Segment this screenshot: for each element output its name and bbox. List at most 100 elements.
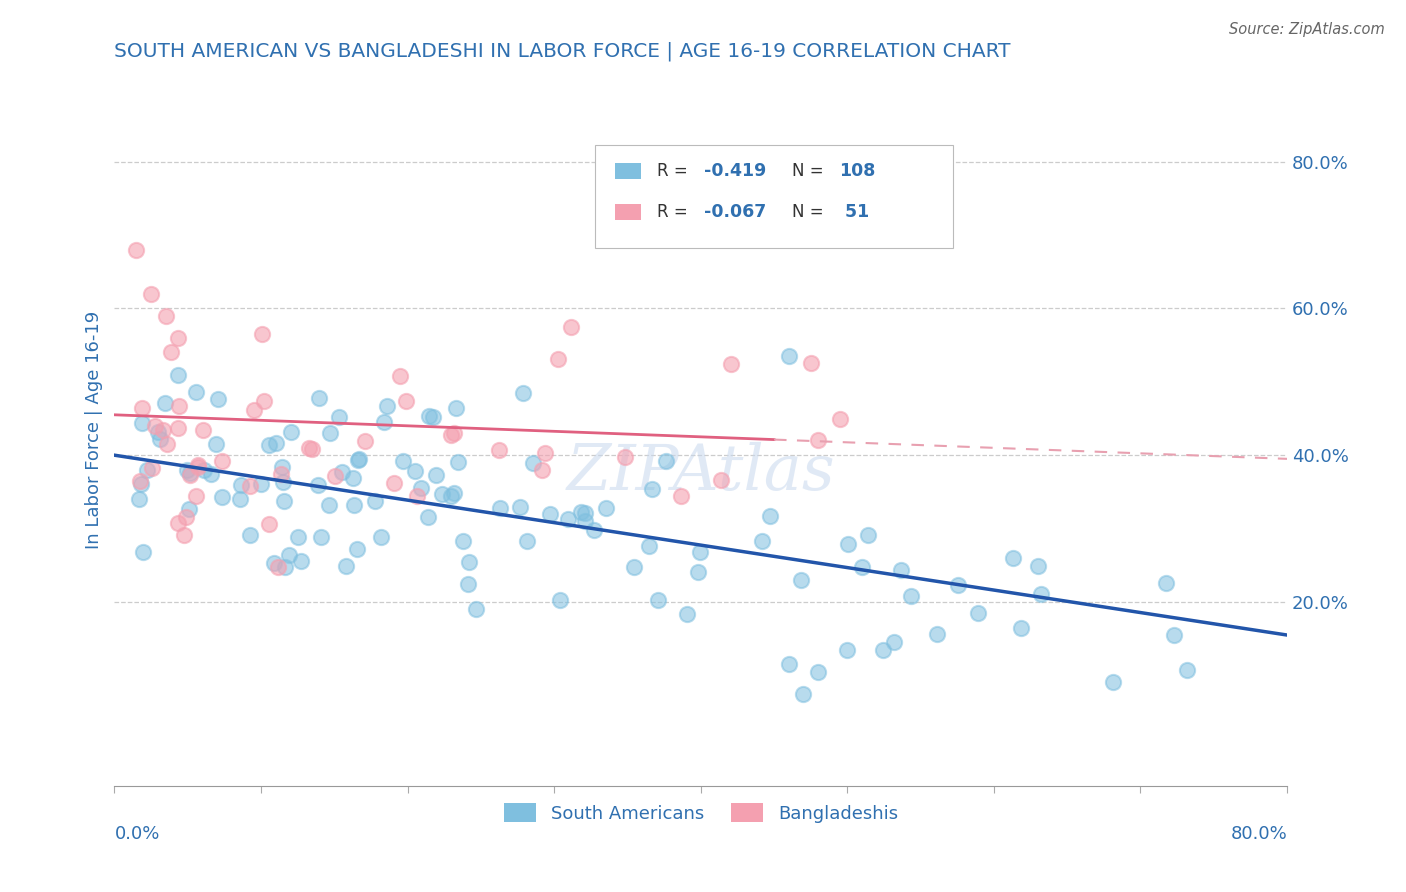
Bar	[616, 163, 641, 178]
Point	[574, 506, 596, 520]
Point	[800, 356, 823, 370]
Point	[207, 392, 229, 406]
Point	[309, 530, 332, 544]
Legend: South Americans, Bangladeshis: South Americans, Bangladeshis	[496, 797, 905, 830]
Point	[290, 554, 312, 568]
Point	[167, 421, 190, 435]
Point	[160, 345, 183, 359]
Point	[925, 627, 948, 641]
Text: N =: N =	[792, 203, 830, 221]
Point	[830, 412, 852, 426]
Point	[343, 498, 366, 512]
Point	[458, 555, 481, 569]
Point	[239, 479, 262, 493]
Point	[516, 533, 538, 548]
Point	[271, 475, 294, 489]
Point	[1102, 675, 1125, 690]
Point	[152, 423, 174, 437]
Point	[890, 563, 912, 577]
Point	[900, 589, 922, 603]
Point	[301, 442, 323, 456]
Point	[669, 489, 692, 503]
Point	[253, 394, 276, 409]
Point	[451, 534, 474, 549]
Point	[308, 392, 330, 406]
Point	[411, 481, 433, 495]
Point	[538, 508, 561, 522]
Point	[184, 384, 207, 399]
Point	[187, 458, 209, 472]
Point	[149, 432, 172, 446]
Point	[129, 474, 152, 488]
Point	[560, 319, 582, 334]
Point	[173, 528, 195, 542]
Point	[807, 433, 830, 447]
Point	[204, 437, 226, 451]
Point	[443, 425, 465, 440]
Point	[273, 559, 295, 574]
Point	[851, 560, 873, 574]
Point	[298, 442, 321, 456]
Point	[1026, 558, 1049, 573]
Point	[139, 286, 162, 301]
Point	[778, 657, 800, 672]
Point	[179, 467, 201, 482]
Point	[167, 399, 190, 413]
Point	[347, 452, 370, 467]
Point	[689, 545, 711, 559]
Point	[141, 460, 163, 475]
Point	[530, 463, 553, 477]
Point	[583, 523, 606, 537]
Point	[464, 601, 486, 615]
Point	[129, 477, 152, 491]
Point	[447, 455, 470, 469]
Point	[156, 437, 179, 451]
Point	[440, 428, 463, 442]
Point	[623, 560, 645, 574]
Point	[637, 540, 659, 554]
Point	[131, 401, 153, 416]
Text: -0.067: -0.067	[704, 203, 766, 221]
Text: N =: N =	[792, 162, 830, 180]
Point	[425, 468, 447, 483]
Point	[342, 471, 364, 485]
Point	[574, 514, 596, 528]
Point	[239, 528, 262, 542]
Point	[318, 425, 340, 440]
Point	[211, 490, 233, 504]
Bar	[616, 204, 641, 220]
Point	[167, 516, 190, 530]
Text: 80.0%: 80.0%	[1230, 825, 1286, 843]
Point	[335, 558, 357, 573]
Point	[125, 243, 148, 257]
Point	[211, 454, 233, 468]
Point	[1010, 621, 1032, 635]
Text: 108: 108	[839, 162, 876, 180]
Point	[837, 642, 859, 657]
Point	[263, 556, 285, 570]
Point	[688, 565, 710, 579]
Point	[166, 330, 188, 344]
Point	[547, 351, 569, 366]
Text: SOUTH AMERICAN VS BANGLADESHI IN LABOR FORCE | AGE 16-19 CORRELATION CHART: SOUTH AMERICAN VS BANGLADESHI IN LABOR F…	[114, 42, 1011, 62]
Point	[391, 454, 413, 468]
Point	[328, 409, 350, 424]
Point	[364, 494, 387, 508]
Text: 51: 51	[839, 203, 869, 221]
Point	[440, 489, 463, 503]
Point	[792, 687, 814, 701]
Text: ZIPAtlas: ZIPAtlas	[567, 442, 835, 503]
Point	[176, 509, 198, 524]
Point	[346, 541, 368, 556]
Point	[416, 510, 439, 524]
Text: R =: R =	[658, 203, 693, 221]
Point	[264, 435, 287, 450]
Point	[548, 593, 571, 607]
Point	[837, 537, 859, 551]
Point	[946, 578, 969, 592]
Point	[422, 410, 444, 425]
Point	[444, 401, 467, 415]
Point	[654, 453, 676, 467]
Text: -0.419: -0.419	[704, 162, 766, 180]
Point	[807, 665, 830, 679]
